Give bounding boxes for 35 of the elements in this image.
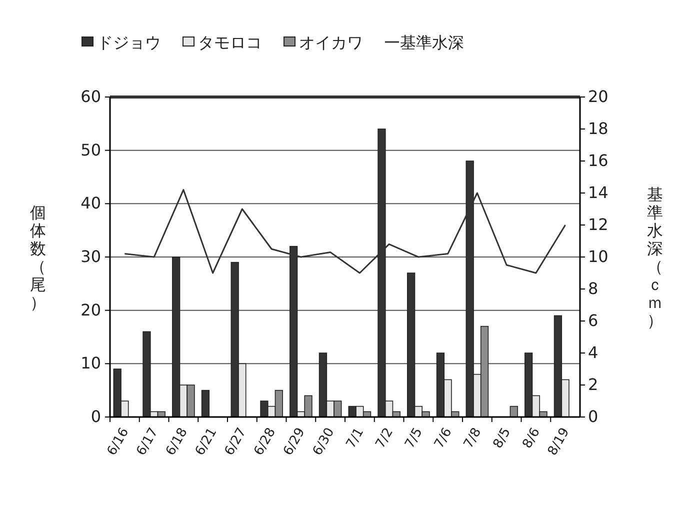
y2-tick-label: 18 [588, 119, 608, 138]
legend-オイカワ: オイカワ [284, 33, 363, 52]
y2-tick-label: 12 [588, 215, 608, 234]
y2-tick-label: 8 [588, 279, 598, 298]
x-tick-label: 8/6 [520, 426, 544, 452]
y-tick-label: 40 [80, 194, 101, 213]
y2-tick-label: 10 [588, 247, 608, 266]
y-tick-label: 50 [80, 140, 101, 160]
x-tick-label: 7/8 [461, 426, 485, 452]
y-tick-label: 60 [80, 87, 101, 106]
y-tick-label: 10 [80, 354, 101, 373]
legend-基準水深: 基準水深 [385, 33, 464, 52]
legend-label: ドジョウ [97, 33, 161, 52]
x-tick-label: 7/6 [432, 426, 456, 452]
y2-tick-label: 20 [588, 87, 608, 106]
y-axis-title: 個体数（尾） [30, 203, 46, 312]
y2-tick-label: 16 [588, 151, 608, 170]
y2-tick-label: 4 [588, 343, 598, 362]
legend-label: オイカワ [299, 33, 363, 52]
x-tick-label: 7/5 [402, 426, 426, 452]
legend-label: タモロコ [198, 33, 262, 52]
y2-axis-title: 基準水深（ｃｍ） [647, 185, 663, 330]
legend-ドジョウ: ドジョウ [82, 33, 161, 52]
x-tick-label: 7/1 [344, 426, 368, 452]
x-tick-label: 8/5 [490, 426, 514, 452]
y2-tick-label: 0 [588, 407, 598, 426]
y-tick-label: 0 [90, 407, 101, 426]
x-tick-label: 7/2 [373, 426, 397, 452]
y2-tick-label: 6 [588, 311, 598, 330]
y2-tick-label: 14 [588, 183, 608, 202]
legend-タモロコ: タモロコ [182, 33, 262, 52]
y2-tick-label: 2 [588, 375, 598, 394]
y-tick-label: 30 [80, 247, 101, 266]
y-tick-label: 20 [80, 300, 101, 320]
legend-label: 基準水深 [400, 33, 464, 52]
